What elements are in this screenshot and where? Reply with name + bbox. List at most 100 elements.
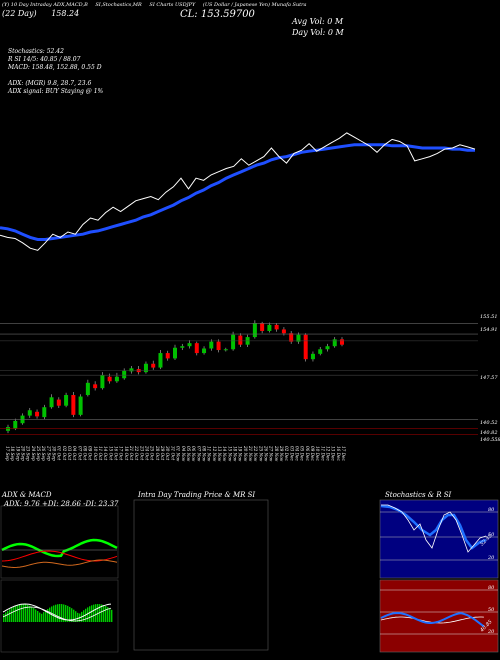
- macd-hist-bar-52: [107, 607, 109, 622]
- date-label-15: 08 Oct: [83, 446, 88, 460]
- macd-hist-bar-46: [95, 604, 97, 622]
- date-label-53: 29 Nov: [279, 445, 284, 462]
- candle-body-0: [6, 427, 10, 431]
- header-sub-value: 158.24: [51, 9, 80, 18]
- date-label-31: 30 Oct: [165, 446, 170, 460]
- candle-body-10: [78, 396, 83, 415]
- date-label-29: 28 Oct: [155, 445, 160, 460]
- macd-hist-bar-5: [13, 606, 15, 622]
- candle-body-46: [340, 339, 344, 345]
- candle-body-25: [187, 343, 192, 347]
- date-axis: 17 Sep 18 Sep 19 Sep 20 Sep 23 Sep 24 Sep 25 S…: [5, 445, 346, 462]
- macd-hist-bar-8: [19, 604, 21, 622]
- date-label-64: 16 Dec: [336, 446, 341, 461]
- adx-line: [1, 559, 118, 569]
- price-axis-label-1: 154.91: [480, 327, 498, 333]
- date-label-45: 19 Nov: [238, 446, 243, 462]
- macd-hist-bar-17: [37, 610, 39, 622]
- macd-hist-bar-36: [75, 611, 77, 622]
- date-label-26: 23 Oct: [139, 445, 144, 460]
- price-axis-label-2: 147.57: [480, 375, 498, 381]
- candle-body-35: [260, 323, 265, 331]
- candle-body-31: [231, 334, 236, 350]
- candle-body-8: [64, 395, 69, 406]
- adx-macd-values: ADX: 9.76 +DI: 28.66 -DI: 23.37: [4, 500, 119, 508]
- macd-hist-bar-6: [15, 605, 17, 622]
- chart-header-strip: (Y) 10 Day Intraday ADX,MACD,B SI,Stocha…: [2, 2, 313, 8]
- adx-readout: ADX: (MGR) 9.8, 28.7, 23.6: [8, 80, 92, 87]
- candle-body-38: [281, 329, 286, 334]
- candle-body-23: [173, 347, 177, 359]
- date-label-58: 06 Dec: [305, 446, 310, 461]
- candle-body-3: [27, 410, 32, 416]
- date-label-48: 22 Nov: [253, 445, 258, 462]
- intraday-panel-frame: [133, 499, 269, 651]
- date-label-17: 10 Oct: [93, 446, 98, 460]
- date-label-35: 05 Nov: [186, 446, 191, 462]
- macd-hist-bar-11: [25, 604, 27, 622]
- date-label-18: 11 Oct: [98, 446, 103, 460]
- macd-hist-bar-2: [7, 610, 9, 622]
- date-label-61: 11 Dec: [320, 446, 325, 461]
- date-label-41: 13 Nov: [217, 446, 222, 462]
- macd-hist-bar-25: [53, 605, 55, 622]
- macd-hist-bar-7: [17, 604, 19, 622]
- macd-hist-bar-33: [69, 606, 71, 622]
- header-text-1: (Y) 10 Day Intraday ADX,MACD,B: [2, 2, 88, 8]
- date-label-60: 10 Dec: [315, 446, 320, 461]
- macd-hist-bar-3: [9, 609, 11, 622]
- candle-body-27: [202, 348, 207, 354]
- date-label-16: 09 Oct: [88, 446, 93, 460]
- candle-body-15: [114, 376, 119, 382]
- rsi-level-label-2: 20: [487, 629, 495, 635]
- candle-body-7: [56, 399, 61, 406]
- candle-body-29: [216, 341, 221, 351]
- moving-average-chart: [0, 132, 476, 251]
- candle-body-41: [303, 334, 308, 360]
- plus-di-line: [1, 538, 118, 558]
- candle-body-12: [93, 384, 98, 389]
- date-label-43: 15 Nov: [227, 446, 232, 462]
- macd-hist-bar-47: [97, 604, 99, 622]
- header-sub-period: (22 Day): [2, 9, 37, 18]
- macd-hist-bar-4: [11, 607, 13, 622]
- header-text-4: (US Dollar / Japanese Yen) Munafa Sutra: [202, 2, 307, 8]
- stochastics-readout: Stochastics: 52.42: [8, 48, 64, 55]
- date-label-27: 24 Oct: [145, 445, 150, 460]
- macd-hist-bar-53: [109, 608, 111, 622]
- macd-hist-bar-21: [45, 610, 47, 622]
- date-label-46: 20 Nov: [243, 445, 248, 462]
- date-label-12: 03 Oct: [67, 446, 72, 460]
- macd-hist-bar-45: [93, 604, 95, 622]
- candle-body-37: [274, 324, 279, 330]
- macd-hist-bar-29: [61, 604, 63, 622]
- date-label-47: 21 Nov: [248, 445, 253, 462]
- macd-hist-bar-28: [59, 604, 61, 622]
- price-line: [0, 132, 476, 251]
- macd-hist-bar-23: [49, 607, 51, 622]
- candle-body-30: [223, 349, 228, 351]
- candle-body-32: [238, 335, 243, 345]
- date-label-44: 18 Nov: [232, 446, 237, 462]
- macd-hist-bar-30: [63, 604, 65, 622]
- header-text-2: SI,Stochastics,MR: [95, 2, 142, 8]
- candlestick-chart: [6, 320, 344, 434]
- intraday-panel-title: Intra Day Trading Price & MR SI: [138, 491, 256, 499]
- date-label-0: 17 Sep: [5, 446, 10, 461]
- macd-hist-bar-16: [35, 609, 37, 622]
- macd-hist-bar-31: [65, 605, 67, 622]
- date-label-36: 06 Nov: [191, 446, 196, 462]
- rsi-level-label-1: 50: [488, 607, 495, 613]
- close-price: CL: 153.59700: [180, 9, 255, 20]
- date-label-37: 07 Nov: [196, 446, 201, 462]
- candle-body-42: [310, 353, 315, 360]
- date-label-10: 01 Oct: [57, 446, 62, 460]
- macd-readout: MACD: 158.48, 152.88, 0.55 D: [8, 64, 102, 71]
- candle-body-17: [129, 368, 134, 372]
- date-label-40: 12 Nov: [212, 446, 217, 462]
- macd-hist-bar-26: [55, 604, 57, 622]
- date-label-50: 26 Nov: [264, 445, 269, 462]
- price-axis-label-5: 140.558: [480, 437, 500, 443]
- rsi-panel: [379, 579, 499, 653]
